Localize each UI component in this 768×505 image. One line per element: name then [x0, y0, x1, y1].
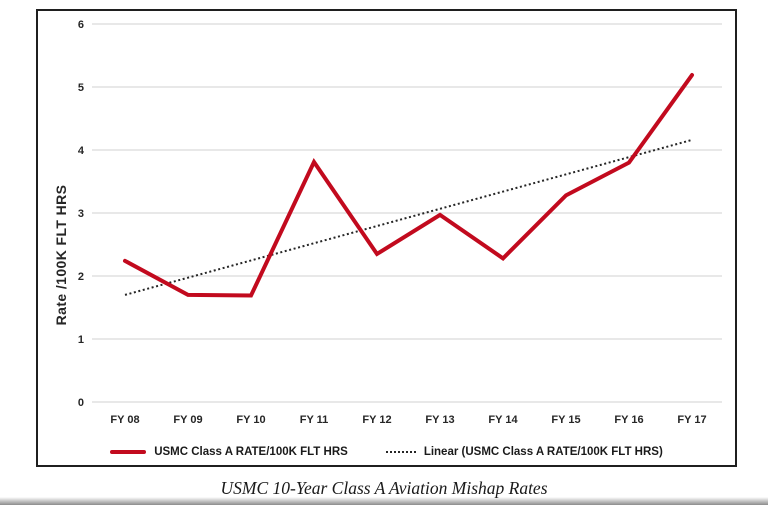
series-line-usmc-class-a-rate [123, 73, 694, 298]
legend-label-trendline: Linear (USMC Class A RATE/100K FLT HRS) [423, 446, 663, 458]
y-tick-label: 4 [78, 145, 85, 157]
y-tick-label: 2 [78, 271, 84, 283]
x-tick-label: FY 08 [110, 414, 139, 426]
y-tick-label: 0 [78, 397, 84, 409]
chart-frame: Rate /100K FLT HRS 0 1 2 3 4 5 6 FY 08 FY 09 FY 1… [36, 9, 737, 467]
chart-svg: 0 1 2 3 4 5 6 FY 08 FY 09 FY 10 FY 11 FY 12 FY 13 FY … [78, 19, 722, 426]
legend-item-series: USMC Class A RATE/100K FLT HRS [110, 446, 348, 458]
x-tick-label: FY 17 [677, 414, 706, 426]
x-tick-label: FY 13 [425, 414, 454, 426]
trendline-swatch [385, 451, 416, 453]
y-tick-label: 3 [78, 208, 84, 220]
x-tick-label: FY 16 [614, 414, 643, 426]
series-line-swatch [110, 450, 147, 454]
page-bottom-shadow [0, 497, 768, 505]
x-tick-label: FY 10 [236, 414, 265, 426]
legend-label-series: USMC Class A RATE/100K FLT HRS [154, 446, 348, 458]
linear-trendline [124, 138, 693, 296]
x-tick-label: FY 09 [173, 414, 202, 426]
y-tick-label: 5 [78, 82, 84, 94]
x-tick-label: FY 15 [551, 414, 580, 426]
x-tick-label: FY 12 [362, 414, 391, 426]
legend: USMC Class A RATE/100K FLT HRS Linear (U… [38, 446, 735, 458]
y-tick-label: 6 [78, 19, 84, 31]
y-tick-label: 1 [78, 334, 84, 346]
chart-caption: USMC 10-Year Class A Aviation Mishap Rat… [220, 478, 548, 498]
legend-item-trendline: Linear (USMC Class A RATE/100K FLT HRS) [385, 446, 663, 458]
x-tick-label: FY 11 [300, 414, 329, 426]
x-tick-label: FY 14 [488, 414, 518, 426]
